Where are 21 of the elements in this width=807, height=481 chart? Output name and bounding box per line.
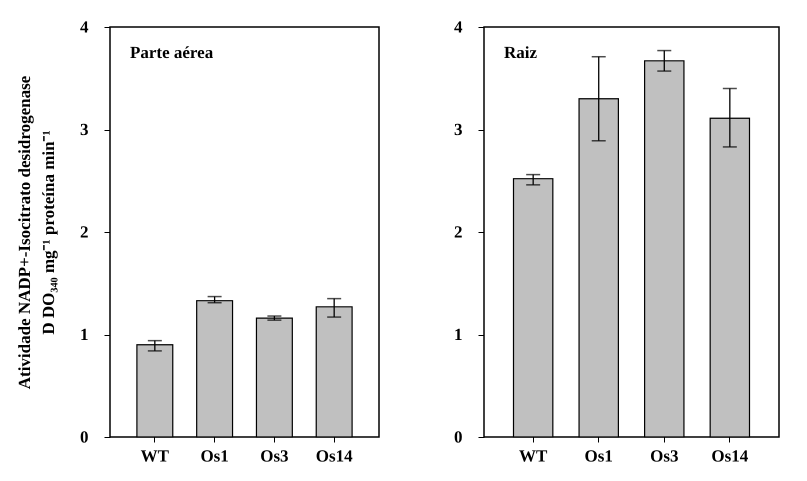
y-axis-title: Atividade NADP+-Isocitrato desidrogenase D DO₃₄₀ mg⁻¹ proteína min⁻¹	[15, 75, 58, 390]
x-tick-label: Os3	[260, 446, 289, 466]
y-tick-label: 4	[80, 18, 89, 36]
y-tick-label: 0	[80, 428, 88, 446]
y-tick-label: 1	[80, 325, 88, 344]
y-tick-label: 2	[454, 222, 462, 242]
text: Raiz	[504, 43, 538, 62]
y-tick-label: 3	[80, 120, 88, 139]
x-tick-label: Os14	[316, 446, 354, 466]
x-tick-label: WT	[518, 446, 548, 466]
x-tick-label: Os14	[711, 446, 749, 466]
y-tick-label: 4	[454, 18, 463, 36]
x-tick-label: Os3	[650, 446, 678, 466]
x-tick-label: Os1	[200, 446, 229, 466]
x-tick-label: Os1	[584, 446, 613, 466]
y-tick-label: 1	[454, 325, 462, 344]
y-tick-label: 2	[80, 222, 88, 242]
y-tick-label: 3	[454, 120, 462, 139]
x-tick-label: WT	[140, 446, 170, 466]
text: Parte aérea	[130, 43, 214, 62]
y-tick-label: 0	[454, 428, 462, 446]
